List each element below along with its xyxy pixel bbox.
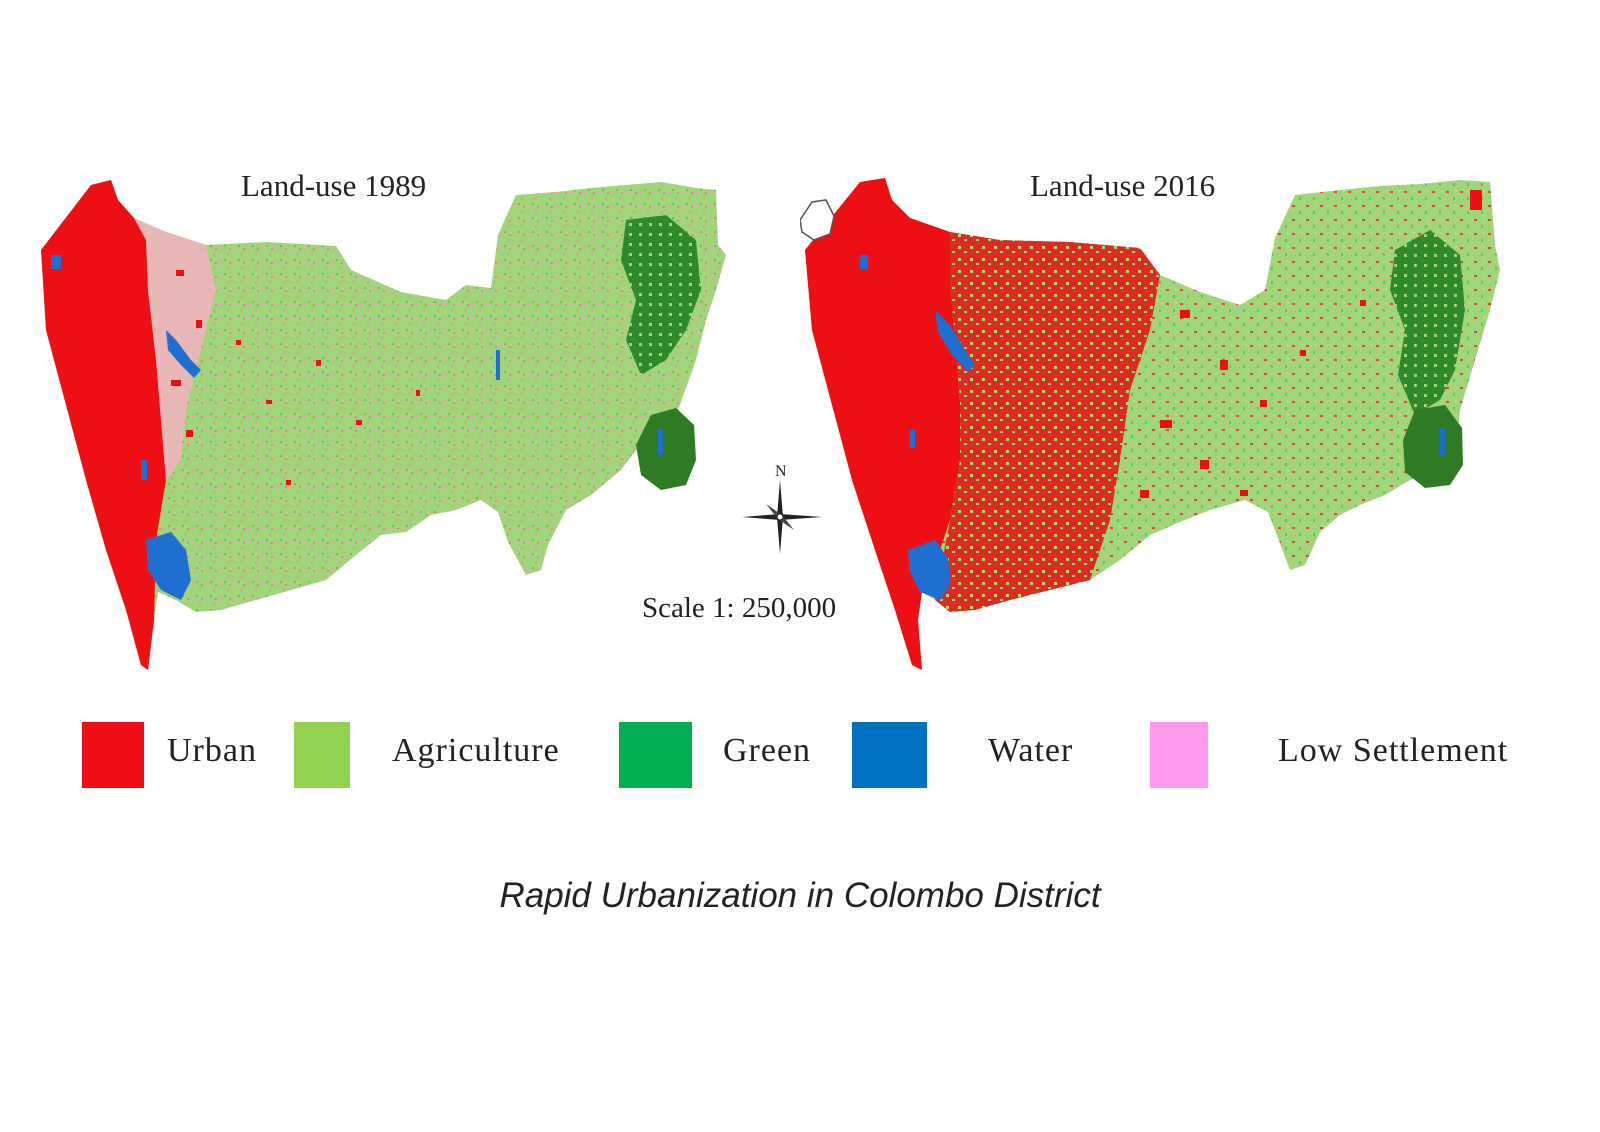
legend: Urban Agriculture Green Water Low Settle… [82, 722, 1582, 792]
green-lake-area-1989 [636, 408, 696, 490]
water-bodies-2016 [860, 255, 1445, 600]
scale-label: Scale 1: 250,000 [642, 592, 837, 624]
legend-swatch-green [619, 722, 692, 788]
legend-label-agriculture: Agriculture [392, 732, 560, 769]
water-bodies-1989 [51, 255, 663, 600]
land-use-map-2016 [800, 178, 1500, 670]
legend-swatch-low-settlement [1150, 722, 1208, 788]
map-title-1989: Land-use 1989 [241, 168, 427, 203]
legend-swatch-water [852, 722, 927, 788]
green-lake-area-2016 [1403, 405, 1463, 488]
north-arrow: N [742, 462, 842, 572]
compass-rose-icon: N [742, 463, 822, 554]
legend-label-low-settlement: Low Settlement [1278, 732, 1509, 769]
urban-zone-1989 [41, 180, 166, 670]
north-label: N [775, 463, 787, 480]
legend-swatch-agriculture [294, 722, 350, 788]
green-patch-east-2016 [1390, 230, 1465, 415]
urban-speckles-1989 [171, 270, 420, 485]
legend-swatch-urban [82, 722, 144, 788]
mixed-urban-zone-2016 [935, 232, 1160, 612]
urban-speckles-2016 [1140, 190, 1482, 498]
green-patch-east-1989 [621, 215, 701, 375]
legend-label-water: Water [988, 732, 1074, 769]
map-1989: Land-use 1989 [36, 160, 736, 700]
land-use-map-1989 [41, 180, 726, 670]
figure-caption: Rapid Urbanization in Colombo District [499, 876, 1101, 915]
map-title-2016: Land-use 2016 [1030, 168, 1216, 203]
legend-label-urban: Urban [167, 732, 257, 769]
coast-notch-2016 [800, 199, 835, 241]
map-2016: Land-use 2016 [800, 160, 1530, 700]
legend-label-green: Green [723, 732, 812, 769]
